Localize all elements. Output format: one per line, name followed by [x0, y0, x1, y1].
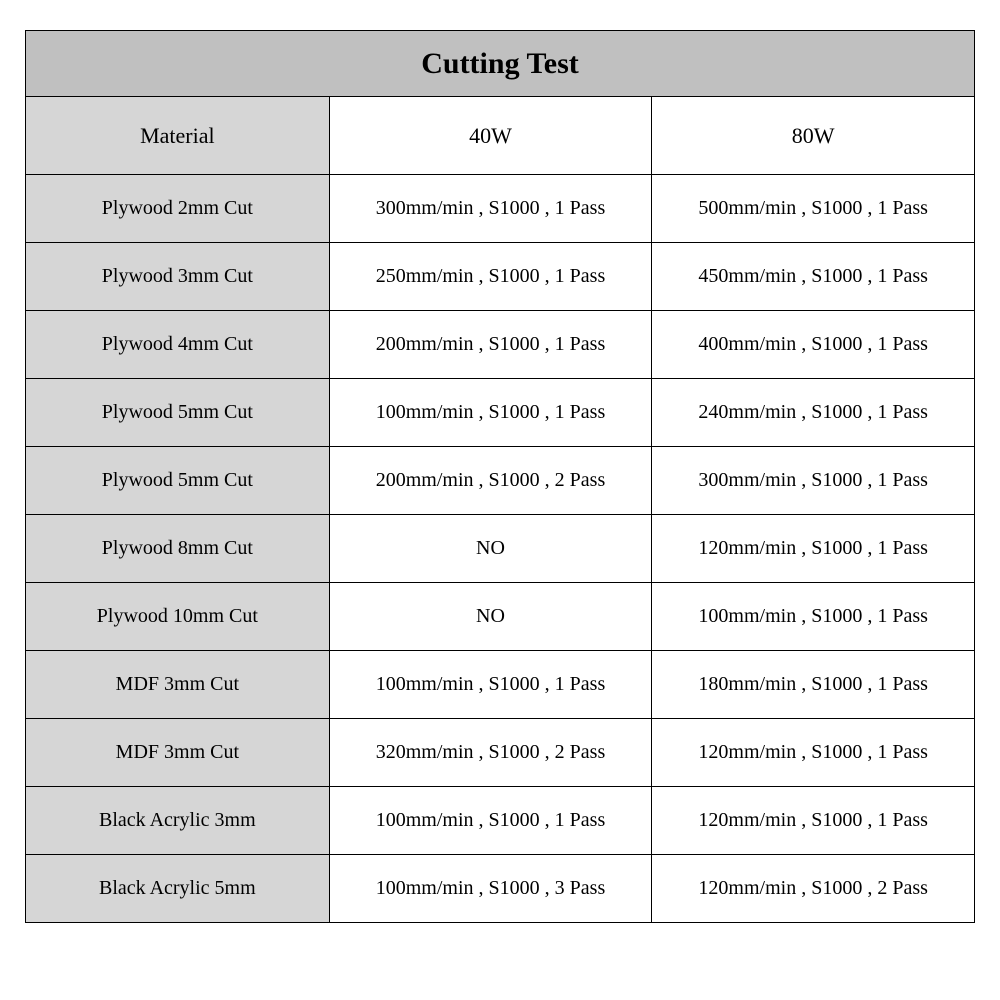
- table-row: Plywood 5mm Cut 200mm/min , S1000 , 2 Pa…: [26, 447, 975, 515]
- table-row: Plywood 3mm Cut 250mm/min , S1000 , 1 Pa…: [26, 243, 975, 311]
- data-cell-40w: 100mm/min , S1000 , 1 Pass: [329, 651, 652, 719]
- table-row: Plywood 8mm Cut NO 120mm/min , S1000 , 1…: [26, 515, 975, 583]
- table-row: Plywood 5mm Cut 100mm/min , S1000 , 1 Pa…: [26, 379, 975, 447]
- data-cell-40w: 320mm/min , S1000 , 2 Pass: [329, 719, 652, 787]
- column-header-80w: 80W: [652, 97, 975, 175]
- data-cell-40w: NO: [329, 515, 652, 583]
- table-row: Black Acrylic 5mm 100mm/min , S1000 , 3 …: [26, 855, 975, 923]
- table-row: Plywood 2mm Cut 300mm/min , S1000 , 1 Pa…: [26, 175, 975, 243]
- table-row: MDF 3mm Cut 100mm/min , S1000 , 1 Pass 1…: [26, 651, 975, 719]
- data-cell-40w: 200mm/min , S1000 , 1 Pass: [329, 311, 652, 379]
- data-cell-40w: 300mm/min , S1000 , 1 Pass: [329, 175, 652, 243]
- material-cell: Plywood 2mm Cut: [26, 175, 330, 243]
- material-cell: Plywood 5mm Cut: [26, 379, 330, 447]
- material-cell: Plywood 5mm Cut: [26, 447, 330, 515]
- data-cell-80w: 120mm/min , S1000 , 1 Pass: [652, 719, 975, 787]
- table-row: Plywood 4mm Cut 200mm/min , S1000 , 1 Pa…: [26, 311, 975, 379]
- table-row: Plywood 10mm Cut NO 100mm/min , S1000 , …: [26, 583, 975, 651]
- material-cell: MDF 3mm Cut: [26, 651, 330, 719]
- data-cell-80w: 100mm/min , S1000 , 1 Pass: [652, 583, 975, 651]
- title-row: Cutting Test: [26, 31, 975, 97]
- data-cell-80w: 180mm/min , S1000 , 1 Pass: [652, 651, 975, 719]
- cutting-test-table: Cutting Test Material 40W 80W Plywood 2m…: [25, 30, 975, 923]
- data-cell-80w: 120mm/min , S1000 , 2 Pass: [652, 855, 975, 923]
- data-cell-80w: 120mm/min , S1000 , 1 Pass: [652, 787, 975, 855]
- data-cell-40w: 100mm/min , S1000 , 3 Pass: [329, 855, 652, 923]
- data-cell-40w: NO: [329, 583, 652, 651]
- data-cell-40w: 250mm/min , S1000 , 1 Pass: [329, 243, 652, 311]
- data-cell-80w: 300mm/min , S1000 , 1 Pass: [652, 447, 975, 515]
- material-cell: MDF 3mm Cut: [26, 719, 330, 787]
- header-row: Material 40W 80W: [26, 97, 975, 175]
- material-cell: Black Acrylic 5mm: [26, 855, 330, 923]
- data-cell-80w: 240mm/min , S1000 , 1 Pass: [652, 379, 975, 447]
- data-cell-80w: 120mm/min , S1000 , 1 Pass: [652, 515, 975, 583]
- column-header-40w: 40W: [329, 97, 652, 175]
- data-cell-40w: 100mm/min , S1000 , 1 Pass: [329, 379, 652, 447]
- data-cell-40w: 100mm/min , S1000 , 1 Pass: [329, 787, 652, 855]
- data-cell-40w: 200mm/min , S1000 , 2 Pass: [329, 447, 652, 515]
- material-cell: Black Acrylic 3mm: [26, 787, 330, 855]
- material-cell: Plywood 4mm Cut: [26, 311, 330, 379]
- material-cell: Plywood 3mm Cut: [26, 243, 330, 311]
- data-cell-80w: 400mm/min , S1000 , 1 Pass: [652, 311, 975, 379]
- data-cell-80w: 450mm/min , S1000 , 1 Pass: [652, 243, 975, 311]
- column-header-material: Material: [26, 97, 330, 175]
- material-cell: Plywood 8mm Cut: [26, 515, 330, 583]
- material-cell: Plywood 10mm Cut: [26, 583, 330, 651]
- table-row: MDF 3mm Cut 320mm/min , S1000 , 2 Pass 1…: [26, 719, 975, 787]
- table-title: Cutting Test: [26, 31, 975, 97]
- data-cell-80w: 500mm/min , S1000 , 1 Pass: [652, 175, 975, 243]
- table-row: Black Acrylic 3mm 100mm/min , S1000 , 1 …: [26, 787, 975, 855]
